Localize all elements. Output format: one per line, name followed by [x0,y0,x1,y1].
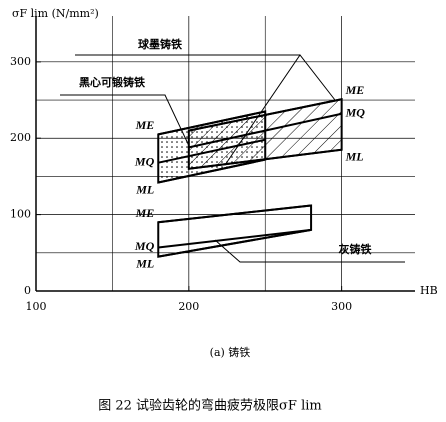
y-axis-label: σF lim (N/mm²) [12,7,99,20]
limit-line [158,158,266,184]
region-name: 黑心可锻铸铁 [79,75,145,89]
line-label: ML [135,182,154,196]
region-name: 球墨铸铁 [138,37,182,51]
line-label: ML [345,149,364,163]
line-label: ME [135,118,155,132]
y-tick-label: 0 [24,284,31,297]
line-label: ML [135,256,154,270]
limit-line [158,138,266,164]
leader-line [60,94,191,149]
x-tick-label: 100 [26,300,47,313]
limit-line [158,228,312,249]
line-label: ME [345,83,365,97]
line-label: MQ [134,239,155,253]
y-tick-label: 100 [10,208,31,221]
caption: 图 22 试验齿轮的弯曲疲劳极限σF lim [98,398,321,414]
x-tick-label: 300 [331,300,352,313]
limit-line [158,228,312,258]
y-tick-label: 300 [10,55,31,68]
line-label: MQ [345,106,366,120]
region-name: 灰铸铁 [339,242,372,256]
x-tick-label: 200 [178,300,199,313]
y-tick-label: 200 [10,131,31,144]
leader-line [75,54,336,166]
x-axis-label: HB [420,284,438,297]
leader-line [214,239,405,263]
limit-line [158,110,266,136]
chart-title: (a) 铸铁 [210,345,251,359]
line-label: MQ [134,154,155,168]
limit-line [158,204,312,224]
line-label: ME [135,206,155,220]
